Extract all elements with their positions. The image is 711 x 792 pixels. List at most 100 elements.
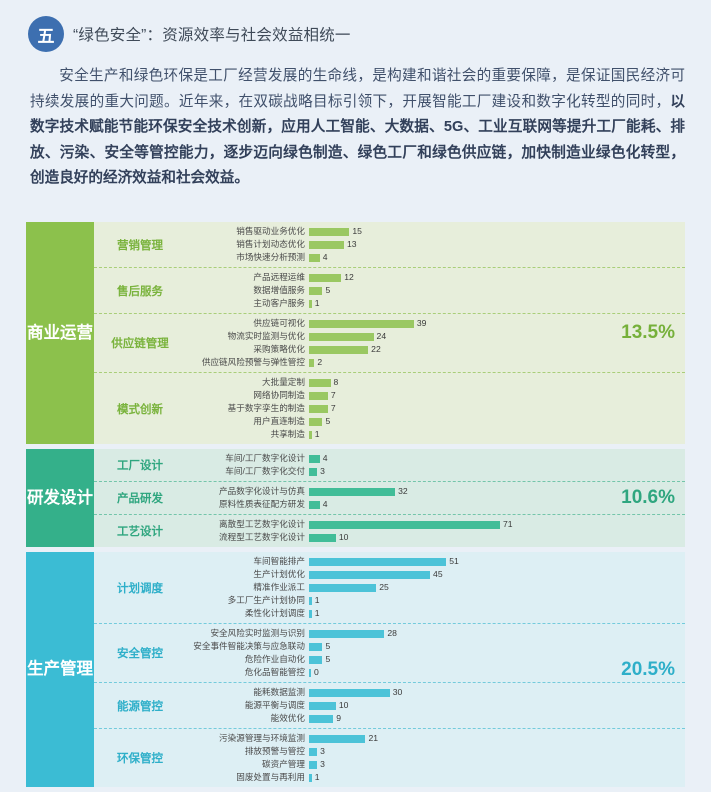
bar-value: 0 [314, 667, 319, 677]
bar-container: 5 [309, 286, 685, 295]
bar-value: 4 [322, 499, 328, 509]
chart-row: 危险作业自动化 5 [186, 653, 685, 666]
band-body: 工厂设计 车间/工厂数字化设计 4 车间/工厂数字化交付 3 产品研发 产品数字化设计与仿真… [94, 449, 685, 547]
row-label: 能源平衡与调度 [244, 700, 305, 710]
bar-value: 3 [320, 746, 325, 756]
group-rows: 能耗数据监测 30 能源平衡与调度 10 能效优化 9 [186, 683, 685, 728]
chart-row: 数据增值服务 5 [186, 284, 685, 297]
chart-row: 精准作业派工 25 [186, 581, 685, 594]
bar [309, 701, 336, 710]
bar-value: 4 [322, 252, 328, 262]
chart-row: 柔性化计划调度 1 [186, 607, 685, 620]
bar-value: 51 [449, 556, 459, 566]
row-label: 安全风险实时监测与识别 [210, 628, 305, 638]
group-rows: 污染源管理与环境监测 21 排放预警与管控 3 碳资产管理 3 固废处置与再利用 1 [186, 729, 685, 787]
bar-container: 13 [309, 240, 685, 249]
bar [309, 454, 320, 463]
bar-container: 3 [309, 467, 685, 476]
bar-container: 1 [309, 299, 685, 308]
bar-container: 10 [309, 701, 685, 710]
chart-row: 网络协同制造 7 [186, 389, 685, 402]
bar-value: 3 [320, 759, 325, 769]
group-rows: 产品远程运维 12 数据增值服务 5 主动客户服务 1 [186, 268, 685, 313]
bar-container: 1 [309, 596, 685, 605]
chart-group: 安全管控 安全风险实时监测与识别 28 安全事件智能决策与应急联动 5 危险作业自动化 5 危… [94, 623, 685, 682]
bar [309, 319, 414, 328]
row-label: 基于数字孪生的制造 [227, 403, 305, 413]
group-rows: 供应链可视化 39 物流实时监测与优化 24 采购策略优化 22 供应链风险预警与弹性管控 2 [186, 314, 685, 372]
bar-container: 5 [309, 642, 685, 651]
paragraph-text-normal: 安全生产和绿色环保是工厂经营发展的生命线，是构建和谐社会的重要保障，是保证国民经… [30, 68, 685, 110]
chart-row: 安全事件智能决策与应急联动 5 [186, 640, 685, 653]
bar-value: 4 [322, 453, 328, 463]
bar-container: 25 [309, 583, 685, 592]
chart-row: 供应链风险预警与弹性管控 2 [186, 356, 685, 369]
bar-container: 2 [309, 358, 685, 367]
chart-row: 离散型工艺数字化设计 71 [186, 518, 685, 531]
row-label: 车间智能排产 [253, 556, 305, 566]
group-label: 产品研发 [117, 493, 163, 505]
group-label: 安全管控 [117, 648, 163, 660]
chart-group: 模式创新 大批量定制 8 网络协同制造 7 基于数字孪生的制造 7 用户直连制造 5 共享制造 1 [94, 372, 685, 444]
chart-row: 原料性质表征配方研发 4 [186, 498, 685, 511]
chart-row: 大批量定制 8 [186, 376, 685, 389]
bar-container: 15 [309, 227, 685, 236]
bar [309, 404, 328, 413]
group-rows: 销售驱动业务优化 15 销售计划动态优化 13 市场快速分析预测 4 [186, 222, 685, 267]
bar [309, 467, 318, 476]
bar [309, 533, 336, 542]
chart-band: 商业运营 营销管理 销售驱动业务优化 15 销售计划动态优化 13 市场快速分析预测 4 售后服… [26, 222, 685, 444]
chart-row: 市场快速分析预测 4 [186, 251, 685, 264]
bar [309, 714, 334, 723]
chart-row: 排放预警与管控 3 [186, 745, 685, 758]
row-label: 网络协同制造 [253, 390, 305, 400]
bar-value: 7 [330, 390, 336, 400]
row-label: 共享制造 [270, 429, 305, 439]
bar-container: 1 [309, 609, 685, 618]
chart-group: 营销管理 销售驱动业务优化 15 销售计划动态优化 13 市场快速分析预测 4 [94, 222, 685, 267]
row-label: 离散型工艺数字化设计 [219, 519, 305, 529]
scenario-bar-chart: 商业运营 营销管理 销售驱动业务优化 15 销售计划动态优化 13 市场快速分析预测 4 售后服… [26, 222, 685, 792]
chart-row: 采购策略优化 22 [186, 343, 685, 356]
bar-value: 71 [502, 519, 513, 529]
chart-row: 主动客户服务 1 [186, 297, 685, 310]
group-rows: 大批量定制 8 网络协同制造 7 基于数字孪生的制造 7 用户直连制造 5 共享制造 1 [186, 373, 685, 444]
band-category-label: 研发设计 [26, 449, 94, 547]
row-label: 能耗数据监测 [253, 687, 305, 697]
bar-container: 0 [309, 668, 685, 677]
bar-container: 4 [309, 454, 685, 463]
bar-value: 1 [314, 595, 320, 605]
group-label: 环保管控 [117, 753, 163, 765]
row-label: 车间/工厂数字化设计 [225, 453, 305, 463]
bar-value: 1 [314, 608, 320, 618]
bar-container: 4 [309, 253, 685, 262]
chart-row: 产品数字化设计与仿真 32 [186, 485, 685, 498]
bar-container: 7 [309, 404, 685, 413]
bar-container: 30 [309, 688, 685, 697]
chart-group: 工艺设计 离散型工艺数字化设计 71 流程型工艺数字化设计 10 [94, 514, 685, 547]
row-label: 市场快速分析预测 [236, 252, 305, 262]
bar-value: 1 [314, 772, 320, 782]
bar-container: 7 [309, 391, 685, 400]
group-rows: 产品数字化设计与仿真 32 原料性质表征配方研发 4 [186, 482, 685, 514]
bar-container: 32 [309, 487, 685, 496]
row-label: 碳资产管理 [262, 759, 305, 769]
bar-value: 10 [338, 700, 349, 710]
bar-value: 2 [317, 357, 323, 367]
group-label: 工厂设计 [117, 460, 163, 472]
row-label: 用户直连制造 [253, 416, 305, 426]
bar [309, 286, 323, 295]
row-label: 能效优化 [270, 713, 305, 723]
bar-container: 8 [309, 378, 685, 387]
bar-value: 13 [346, 239, 357, 249]
bar [309, 747, 318, 756]
chart-row: 流程型工艺数字化设计 10 [186, 531, 685, 544]
group-label: 售后服务 [117, 285, 163, 298]
group-rows: 安全风险实时监测与识别 28 安全事件智能决策与应急联动 5 危险作业自动化 5 危化品智能… [186, 624, 685, 682]
row-label: 安全事件智能决策与应急联动 [193, 641, 305, 651]
bar-container: 1 [309, 430, 685, 439]
chart-group: 供应链管理 供应链可视化 39 物流实时监测与优化 24 采购策略优化 22 供应链风险预警与… [94, 313, 685, 372]
bar [309, 688, 390, 697]
bar [309, 629, 385, 638]
bar-value: 32 [398, 486, 408, 496]
